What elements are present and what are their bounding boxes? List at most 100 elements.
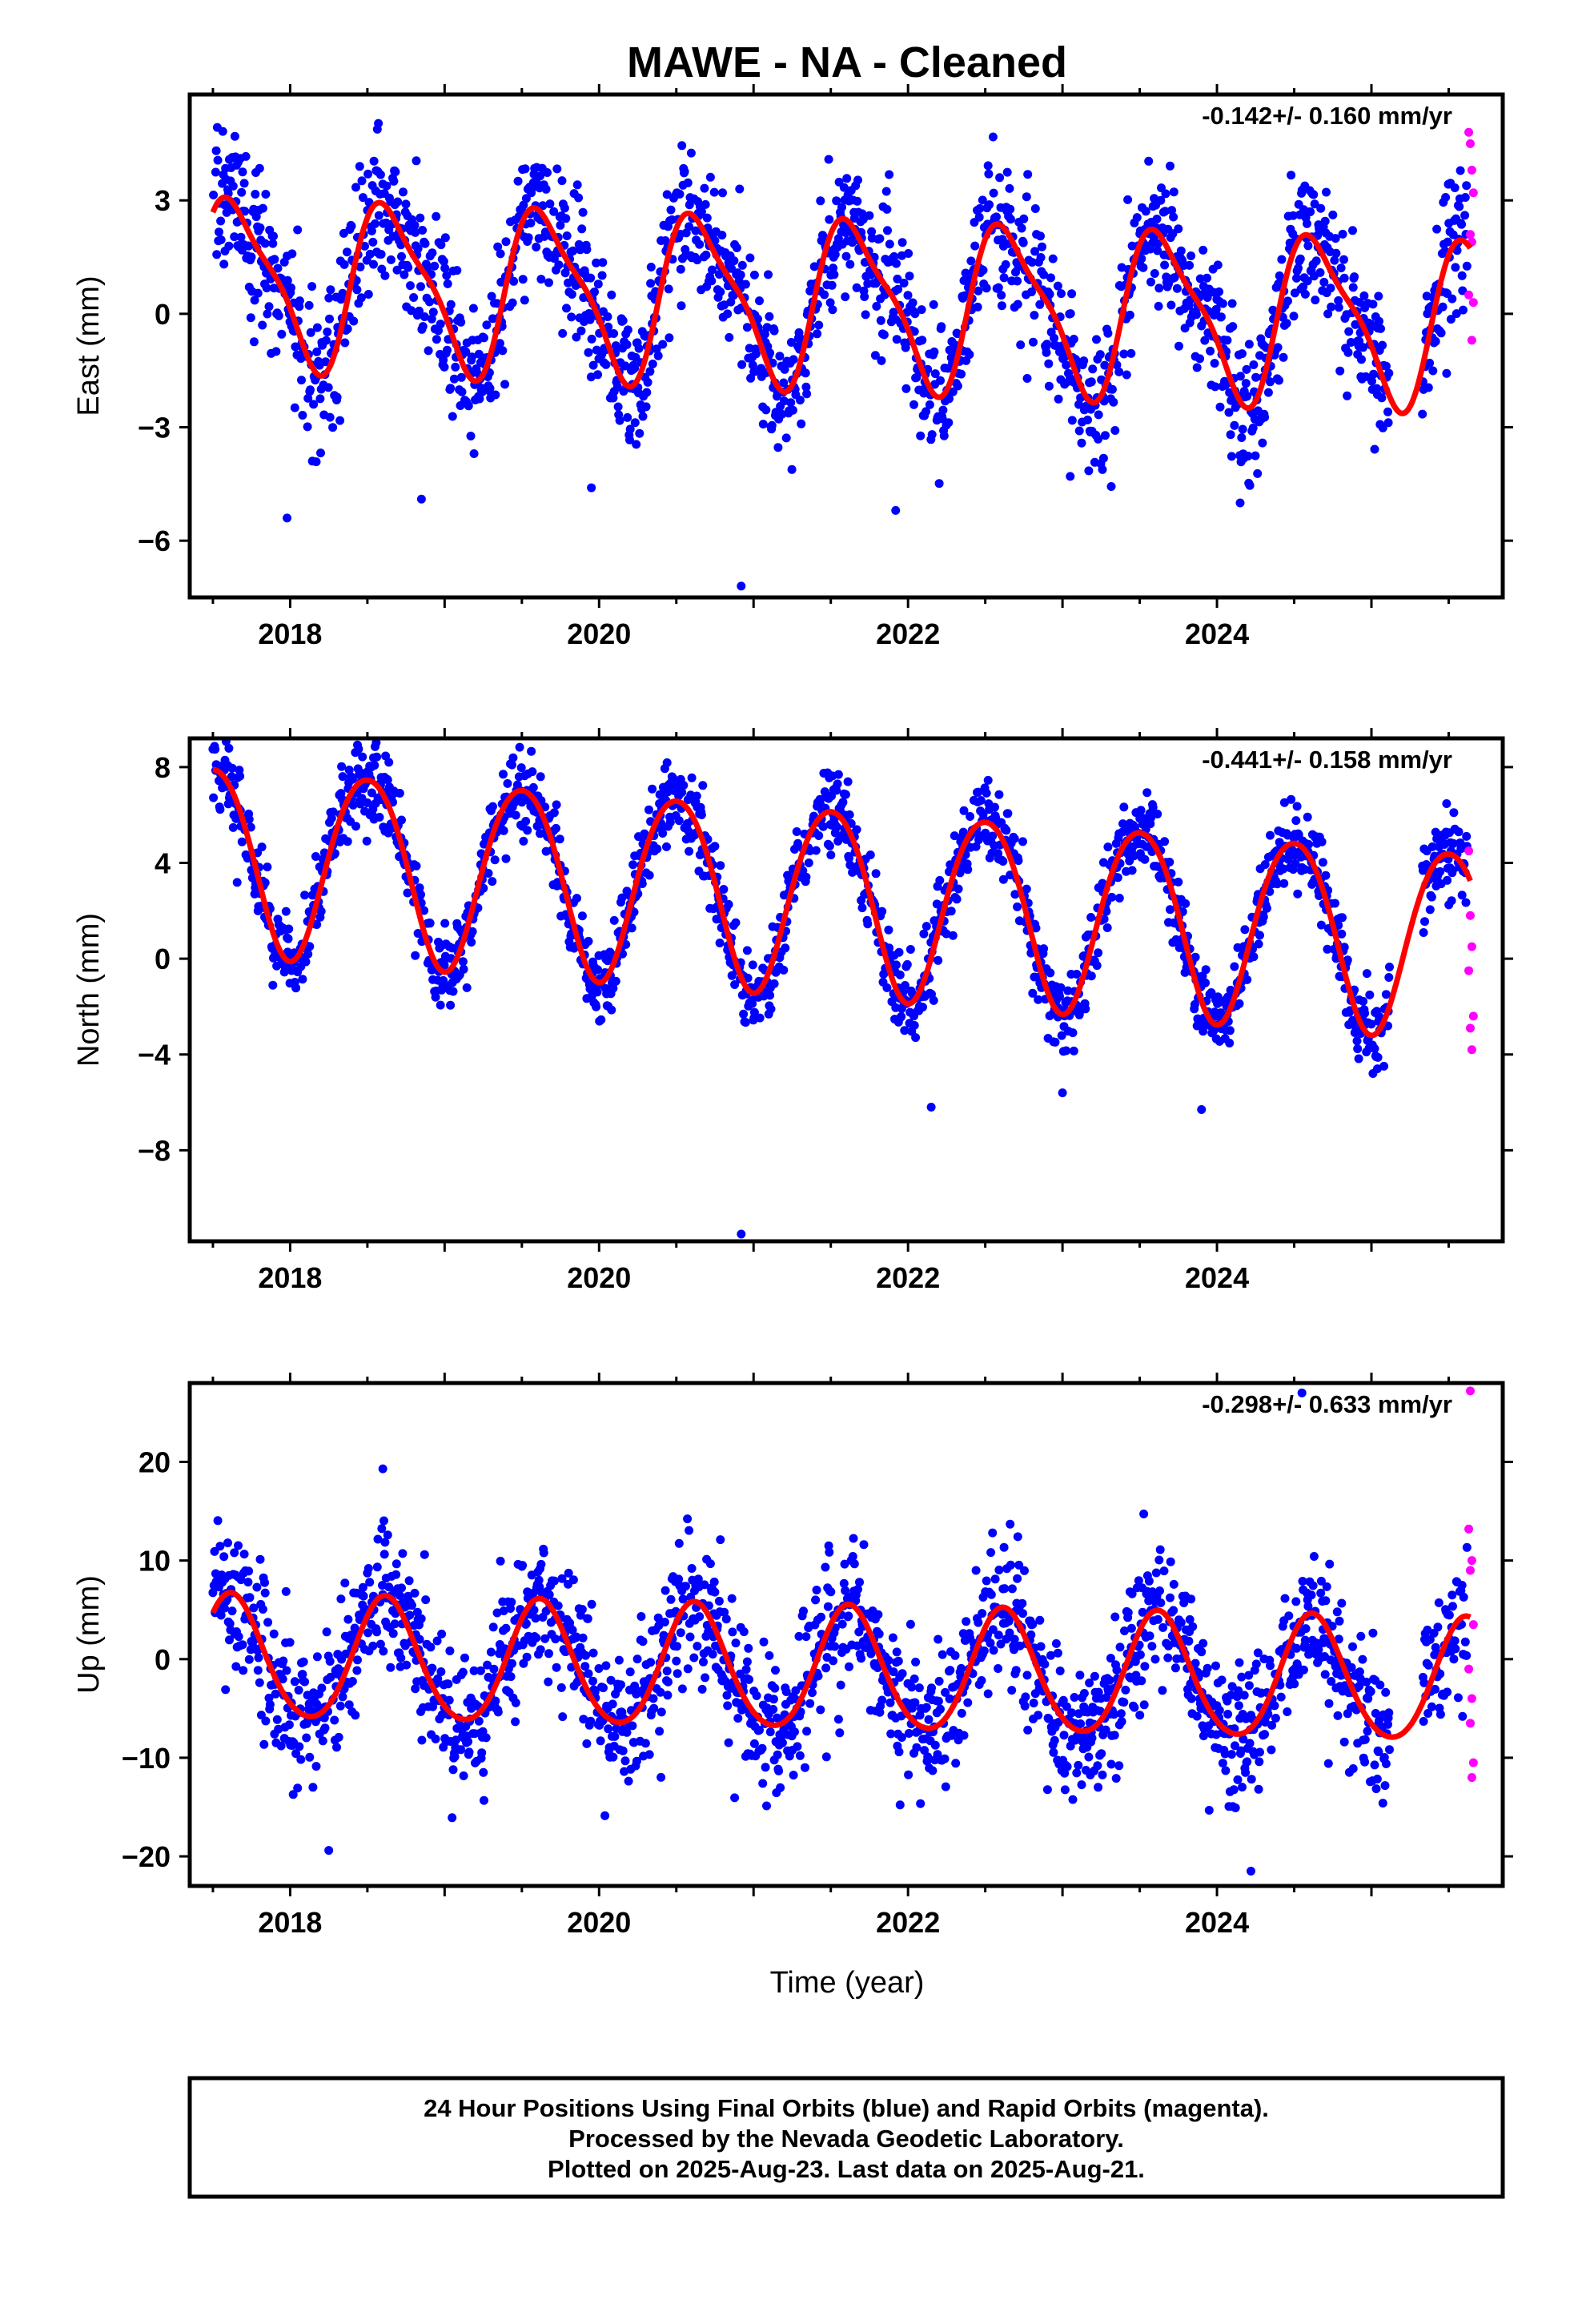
final-orbit-point — [1266, 830, 1275, 840]
final-orbit-point — [1195, 354, 1205, 364]
final-orbit-point — [332, 1743, 341, 1752]
final-orbit-point — [1452, 309, 1461, 319]
final-orbit-point — [303, 393, 313, 403]
final-orbit-point — [1306, 207, 1315, 216]
final-orbit-point — [395, 1590, 404, 1600]
final-orbit-point — [883, 226, 892, 235]
final-orbit-point — [1186, 251, 1196, 260]
final-orbit-point — [477, 387, 487, 396]
final-orbit-point — [1338, 229, 1347, 239]
final-orbit-point — [219, 1552, 229, 1562]
final-orbit-point — [464, 1747, 474, 1757]
final-orbit-point — [857, 903, 867, 913]
final-orbit-point — [953, 381, 962, 391]
final-orbit-point — [458, 957, 468, 967]
final-orbit-point — [1059, 1731, 1069, 1740]
final-orbit-point — [853, 1585, 862, 1594]
final-orbit-point — [340, 338, 350, 348]
final-orbit-point — [678, 1594, 688, 1604]
final-orbit-point — [770, 1683, 780, 1693]
final-orbit-point — [551, 1634, 560, 1644]
final-orbit-point — [1316, 203, 1326, 213]
final-orbit-point — [801, 368, 810, 378]
final-orbit-point — [824, 155, 833, 164]
final-orbit-point — [379, 1516, 388, 1526]
final-orbit-point — [432, 1636, 442, 1646]
final-orbit-point — [337, 762, 347, 771]
final-orbit-point — [766, 1004, 776, 1014]
final-orbit-point — [1315, 267, 1325, 277]
final-orbit-point — [917, 305, 926, 315]
final-orbit-point — [897, 1669, 907, 1679]
final-orbit-point — [362, 836, 371, 846]
final-orbit-point — [841, 251, 851, 261]
final-orbit-point — [411, 951, 420, 960]
final-orbit-point — [273, 263, 283, 273]
final-orbit-point — [1255, 931, 1264, 940]
final-orbit-point — [921, 407, 931, 416]
final-orbit-point — [1260, 860, 1270, 869]
final-orbit-point — [1048, 254, 1058, 263]
final-orbit-point — [1242, 364, 1251, 374]
final-orbit-point — [833, 779, 842, 789]
final-orbit-point — [459, 1771, 468, 1780]
final-orbit-point — [622, 1727, 632, 1737]
final-orbit-point — [1132, 213, 1142, 223]
final-orbit-point — [758, 1779, 768, 1788]
final-orbit-point — [1067, 289, 1077, 299]
final-orbit-point — [1140, 854, 1150, 864]
final-orbit-point — [251, 190, 260, 199]
final-orbit-point — [609, 329, 619, 338]
final-orbit-point — [829, 1656, 838, 1666]
final-orbit-point — [790, 1727, 799, 1736]
final-orbit-point — [567, 312, 576, 322]
final-orbit-point — [549, 1576, 559, 1586]
final-orbit-point — [363, 1628, 373, 1638]
final-orbit-point — [278, 1675, 287, 1684]
final-orbit-point — [714, 270, 724, 279]
final-orbit-point — [230, 131, 239, 141]
final-orbit-point — [673, 1642, 681, 1651]
rapid-orbit-point — [1464, 290, 1474, 300]
final-orbit-point — [507, 727, 516, 736]
final-orbit-point — [521, 194, 531, 203]
final-orbit-point — [930, 347, 939, 356]
final-orbit-point — [382, 181, 391, 191]
final-orbit-point — [401, 199, 411, 209]
final-orbit-point — [483, 1660, 492, 1670]
final-orbit-point — [339, 259, 349, 269]
final-orbit-point — [844, 1611, 853, 1621]
final-orbit-point — [874, 1629, 884, 1638]
final-orbit-point — [371, 219, 379, 228]
final-orbit-point — [1026, 1630, 1036, 1639]
final-orbit-point — [992, 212, 1001, 222]
final-orbit-point — [1092, 335, 1101, 344]
final-orbit-point — [395, 789, 404, 798]
final-orbit-point — [620, 361, 630, 371]
final-orbit-point — [211, 745, 220, 754]
final-orbit-point — [1282, 319, 1291, 328]
final-orbit-point — [281, 907, 291, 916]
final-orbit-point — [737, 360, 747, 369]
final-orbit-point — [590, 287, 599, 296]
final-orbit-point — [628, 1721, 637, 1731]
final-orbit-point — [499, 770, 508, 779]
final-orbit-point — [1201, 965, 1211, 975]
final-orbit-point — [900, 1026, 909, 1035]
final-orbit-point — [338, 1692, 347, 1702]
final-orbit-point — [521, 817, 531, 826]
final-orbit-point — [347, 774, 357, 784]
final-orbit-point — [710, 842, 720, 851]
final-orbit-point — [837, 1619, 847, 1629]
final-orbit-point — [648, 360, 657, 368]
x-tick-label: 2020 — [567, 617, 631, 650]
final-orbit-point — [469, 449, 479, 458]
final-orbit-point — [253, 288, 263, 298]
final-orbit-point — [1235, 372, 1245, 381]
final-orbit-point — [228, 181, 238, 191]
final-orbit-point — [518, 1561, 528, 1570]
final-orbit-point — [587, 1599, 596, 1609]
final-orbit-point — [538, 201, 548, 211]
final-orbit-point — [745, 1675, 753, 1684]
final-orbit-point — [568, 246, 578, 255]
